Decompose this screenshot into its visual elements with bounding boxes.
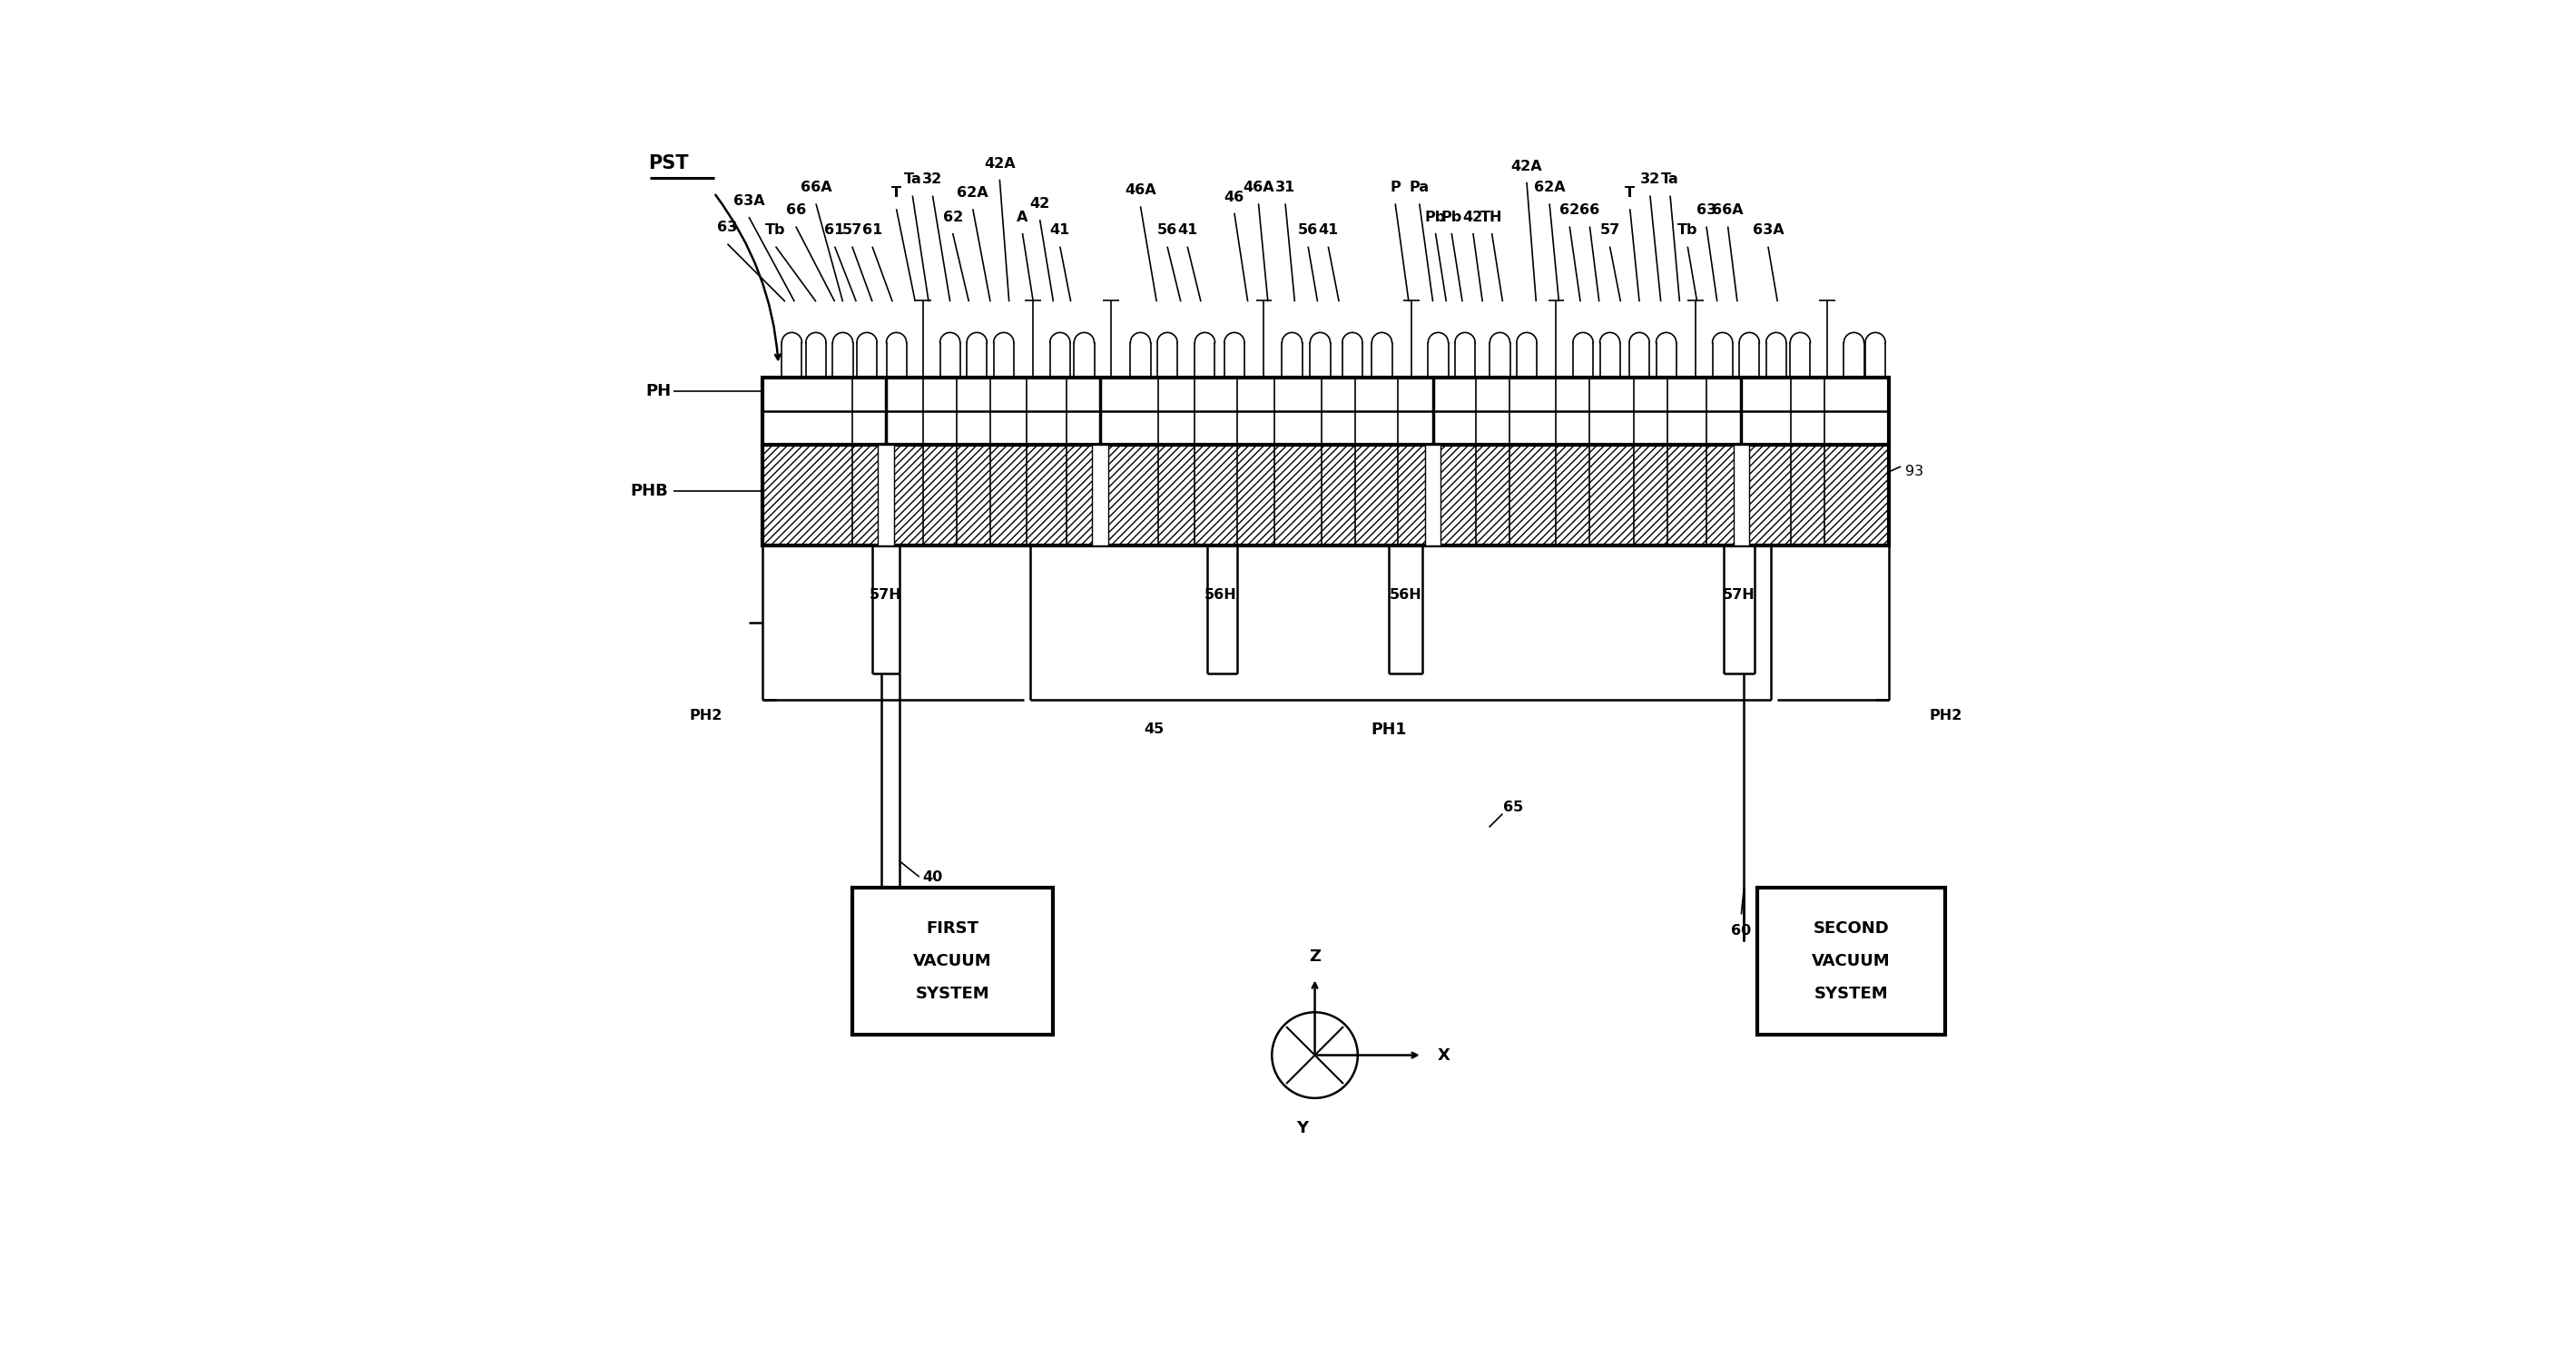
Text: 63A: 63A xyxy=(1752,223,1783,237)
Text: 42A: 42A xyxy=(1512,159,1543,172)
Bar xyxy=(1734,446,1749,545)
Text: Tb: Tb xyxy=(1677,223,1698,237)
Bar xyxy=(1425,446,1440,545)
Text: TH: TH xyxy=(1481,210,1502,223)
Text: 66A: 66A xyxy=(1713,203,1744,217)
Bar xyxy=(1757,887,1945,1035)
Text: 61: 61 xyxy=(824,223,845,237)
Text: 62: 62 xyxy=(943,210,963,223)
Text: PH1: PH1 xyxy=(1370,721,1406,738)
Text: 31: 31 xyxy=(1275,180,1296,194)
Bar xyxy=(878,446,894,545)
Text: Pb: Pb xyxy=(1440,210,1463,223)
Text: 66: 66 xyxy=(786,203,806,217)
Text: 62A: 62A xyxy=(958,186,989,199)
Text: 41: 41 xyxy=(1177,223,1198,237)
Text: Ta: Ta xyxy=(1662,172,1680,186)
Text: FIRST: FIRST xyxy=(927,921,979,937)
Text: SECOND: SECOND xyxy=(1814,921,1888,937)
Bar xyxy=(762,446,1888,545)
Text: PH2: PH2 xyxy=(688,709,721,723)
Text: A: A xyxy=(1018,210,1028,223)
Text: Ta: Ta xyxy=(904,172,922,186)
Text: 62: 62 xyxy=(1558,203,1579,217)
Text: 42A: 42A xyxy=(984,156,1015,170)
Text: PST: PST xyxy=(649,155,688,172)
Text: 41: 41 xyxy=(1051,223,1069,237)
Text: 57: 57 xyxy=(842,223,863,237)
Text: 61: 61 xyxy=(863,223,884,237)
Text: 63A: 63A xyxy=(734,194,765,207)
Text: SYSTEM: SYSTEM xyxy=(914,985,989,1001)
Text: 40: 40 xyxy=(922,870,943,883)
Text: 66: 66 xyxy=(1579,203,1600,217)
Text: 56: 56 xyxy=(1157,223,1177,237)
Text: 62A: 62A xyxy=(1533,180,1566,194)
Text: 46A: 46A xyxy=(1242,180,1275,194)
Text: 56: 56 xyxy=(1298,223,1319,237)
Text: 57H: 57H xyxy=(1723,588,1754,602)
Text: Pb: Pb xyxy=(1425,210,1445,223)
Text: T: T xyxy=(891,186,902,199)
Bar xyxy=(853,887,1054,1035)
Text: 32: 32 xyxy=(922,172,943,186)
Text: SYSTEM: SYSTEM xyxy=(1814,985,1888,1001)
Text: 65: 65 xyxy=(1504,801,1522,814)
Text: 46A: 46A xyxy=(1126,183,1157,197)
Text: 45: 45 xyxy=(1144,723,1164,736)
Text: X: X xyxy=(1437,1047,1450,1063)
Text: 57H: 57H xyxy=(871,588,902,602)
Text: Y: Y xyxy=(1296,1120,1309,1136)
Bar xyxy=(1092,446,1108,545)
Bar xyxy=(762,378,1888,446)
Text: VACUUM: VACUUM xyxy=(914,953,992,969)
Text: Pa: Pa xyxy=(1409,180,1430,194)
Text: VACUUM: VACUUM xyxy=(1811,953,1891,969)
Text: 46: 46 xyxy=(1224,190,1244,203)
Text: Tb: Tb xyxy=(765,223,786,237)
Text: 63: 63 xyxy=(1698,203,1716,217)
Text: Z: Z xyxy=(1309,949,1321,965)
Text: T: T xyxy=(1625,186,1636,199)
Text: 41: 41 xyxy=(1319,223,1340,237)
Text: 56H: 56H xyxy=(1206,588,1236,602)
Text: 32: 32 xyxy=(1641,172,1659,186)
Text: PH2: PH2 xyxy=(1929,709,1963,723)
Text: 42: 42 xyxy=(1463,210,1484,223)
Text: P: P xyxy=(1391,180,1401,194)
Text: 66A: 66A xyxy=(801,180,832,194)
Text: PHB: PHB xyxy=(631,482,667,499)
Text: 42: 42 xyxy=(1030,197,1051,210)
Text: 60: 60 xyxy=(1731,923,1752,937)
Text: 57: 57 xyxy=(1600,223,1620,237)
Text: 93: 93 xyxy=(1904,466,1924,479)
Text: 56H: 56H xyxy=(1391,588,1422,602)
Text: 63: 63 xyxy=(716,221,737,234)
Text: PH: PH xyxy=(647,384,672,400)
